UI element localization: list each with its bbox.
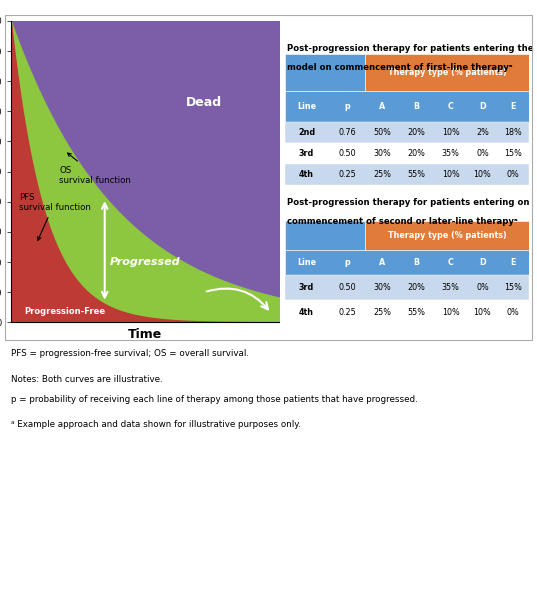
Text: PFS = progression-free survival; OS = overall survival.: PFS = progression-free survival; OS = ov…	[11, 349, 249, 358]
Text: 15%: 15%	[504, 283, 522, 293]
Text: 10%: 10%	[442, 128, 460, 137]
Text: 0.50: 0.50	[338, 149, 355, 158]
Text: Therapy type (% patients): Therapy type (% patients)	[388, 67, 506, 76]
Text: A: A	[379, 258, 386, 267]
Text: Line: Line	[297, 101, 316, 111]
Text: C: C	[448, 101, 454, 111]
Text: 10%: 10%	[474, 170, 491, 179]
Text: commencement of second or later-line therapyᵃ: commencement of second or later-line the…	[287, 217, 518, 226]
Text: 20%: 20%	[408, 283, 425, 293]
Text: Notes: Both curves are illustrative.: Notes: Both curves are illustrative.	[11, 375, 162, 384]
Text: Progression-Free: Progression-Free	[24, 307, 105, 316]
Text: D: D	[479, 101, 486, 111]
Text: E: E	[510, 101, 516, 111]
Text: Therapy type (% patients): Therapy type (% patients)	[388, 231, 506, 240]
Text: 10%: 10%	[442, 170, 460, 179]
Text: 15%: 15%	[504, 149, 522, 158]
Text: Dead: Dead	[186, 96, 222, 109]
Text: 0%: 0%	[476, 149, 489, 158]
Text: 25%: 25%	[373, 308, 391, 318]
Text: 10%: 10%	[442, 308, 460, 318]
Text: E: E	[510, 258, 516, 267]
Text: B: B	[413, 101, 419, 111]
Bar	[285, 164, 529, 185]
Bar	[285, 221, 365, 250]
Text: 3rd: 3rd	[299, 149, 314, 158]
Bar	[365, 54, 529, 91]
Text: Line: Line	[297, 258, 316, 267]
Text: 0.25: 0.25	[338, 308, 356, 318]
Bar	[285, 300, 529, 325]
Text: C: C	[448, 258, 454, 267]
X-axis label: Time: Time	[128, 328, 162, 341]
Text: 50%: 50%	[373, 128, 391, 137]
Text: 3rd: 3rd	[299, 283, 314, 293]
Text: 25%: 25%	[373, 170, 391, 179]
Bar	[285, 143, 529, 164]
Text: 10%: 10%	[474, 308, 491, 318]
Text: 2nd: 2nd	[298, 128, 315, 137]
Text: 0%: 0%	[507, 170, 519, 179]
Text: 0.25: 0.25	[338, 170, 356, 179]
Bar	[285, 54, 365, 91]
Text: ᵃ Example approach and data shown for illustrative purposes only.: ᵃ Example approach and data shown for il…	[11, 420, 301, 429]
Text: 18%: 18%	[504, 128, 522, 137]
Text: 35%: 35%	[442, 283, 460, 293]
Text: 55%: 55%	[408, 170, 425, 179]
Text: Progressed: Progressed	[110, 257, 180, 267]
Text: 4th: 4th	[299, 308, 314, 318]
Text: PFS
survival function: PFS survival function	[19, 193, 91, 241]
Text: p: p	[344, 258, 350, 267]
Text: 35%: 35%	[442, 149, 460, 158]
Text: 2%: 2%	[476, 128, 489, 137]
Text: model on commencement of first-line therapyᵃ: model on commencement of first-line ther…	[287, 63, 513, 72]
Text: OS
survival function: OS survival function	[59, 153, 131, 185]
Text: 0%: 0%	[507, 308, 519, 318]
Bar	[285, 91, 529, 122]
Text: 0.76: 0.76	[338, 128, 355, 137]
Text: 20%: 20%	[408, 128, 425, 137]
Text: 30%: 30%	[373, 283, 391, 293]
Text: 0%: 0%	[476, 283, 489, 293]
Bar	[285, 122, 529, 143]
Text: A: A	[379, 101, 386, 111]
Text: 0.50: 0.50	[338, 283, 355, 293]
Text: 20%: 20%	[408, 149, 425, 158]
Text: D: D	[479, 258, 486, 267]
Text: Post-progression therapy for patients entering on: Post-progression therapy for patients en…	[287, 198, 530, 207]
Bar	[285, 275, 529, 300]
Bar	[285, 250, 529, 275]
Text: 30%: 30%	[373, 149, 391, 158]
Text: p: p	[344, 101, 350, 111]
Text: Post-progression therapy for patients entering the: Post-progression therapy for patients en…	[287, 44, 534, 53]
Text: 55%: 55%	[408, 308, 425, 318]
Bar	[365, 221, 529, 250]
Text: p = probability of receiving each line of therapy among those patients that have: p = probability of receiving each line o…	[11, 395, 417, 404]
Text: B: B	[413, 258, 419, 267]
Text: 4th: 4th	[299, 170, 314, 179]
